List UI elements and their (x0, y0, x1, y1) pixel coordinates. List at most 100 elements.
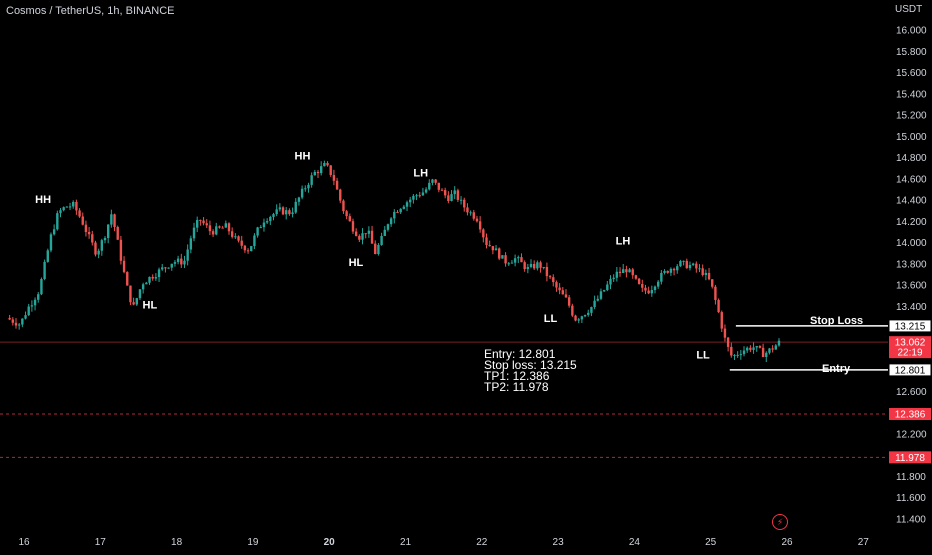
candle-body (97, 250, 100, 255)
x-tick-label: 16 (18, 537, 30, 548)
y-tick-label: 15.600 (896, 68, 927, 79)
candle-body (364, 233, 367, 235)
candle-body (491, 246, 495, 251)
lightning-bolt-icon[interactable]: ⚡ (772, 514, 788, 530)
target-price-tag-tp2-bg (889, 451, 931, 464)
candle-body (755, 346, 758, 348)
candle-body (688, 264, 692, 269)
candle-body (698, 268, 701, 270)
candle-body (386, 224, 390, 230)
countdown-tag: 22:19 (897, 348, 922, 359)
time-axis[interactable]: 16 17 18 19 20 21 22 23 24 25 26 27 (18, 537, 869, 548)
candle-body (100, 240, 104, 251)
candle-body (622, 269, 625, 273)
candle-body (672, 268, 676, 271)
y-tick-label: 13.800 (896, 259, 927, 270)
candle-body (641, 284, 644, 288)
candle-body (27, 306, 30, 316)
candle-body (393, 211, 396, 219)
pattern-label-hh: HH (35, 194, 51, 206)
x-tick-label: 18 (171, 537, 183, 548)
candle-body (459, 199, 463, 201)
candle-body (110, 214, 113, 225)
candle-body (717, 299, 720, 313)
candle-body (536, 262, 539, 269)
candle-body (676, 266, 679, 271)
candle-body (707, 272, 711, 280)
candle-body (154, 277, 158, 279)
candle-body (113, 214, 116, 228)
candle-body (342, 200, 345, 212)
candle-body (24, 315, 27, 319)
candle-body (679, 261, 682, 267)
candle-body (415, 195, 418, 197)
candle-body (380, 235, 383, 245)
candle-body (46, 250, 49, 262)
y-tick-label: 11.400 (896, 514, 926, 525)
candle-body (752, 347, 755, 350)
candle-body (288, 210, 291, 215)
candle-body (138, 289, 142, 299)
candle-body (262, 222, 266, 228)
candle-body (777, 340, 781, 346)
y-tick-label: 12.600 (896, 387, 927, 398)
note-tp2: TP2: 11.978 (484, 380, 549, 394)
y-tick-label: 12.200 (896, 429, 927, 440)
candle-body (256, 227, 259, 236)
candle-body (75, 201, 78, 211)
candle-body (695, 263, 698, 269)
candle-body (208, 225, 212, 232)
candle-body (466, 207, 469, 213)
candle-body (126, 272, 129, 286)
candle-body (234, 236, 237, 238)
candle-body (485, 237, 488, 246)
x-tick-label: 19 (247, 537, 259, 548)
candle-body (21, 318, 24, 325)
candle-body (634, 275, 638, 279)
candle-body (447, 195, 450, 201)
candle-body (453, 190, 456, 195)
y-tick-label: 14.800 (896, 153, 927, 164)
candle-body (723, 328, 727, 338)
candle-body (180, 258, 183, 265)
candle-body (135, 298, 138, 305)
candle-body (304, 188, 307, 190)
candle-body (765, 352, 768, 358)
candle-body (183, 260, 186, 265)
candle-body (192, 227, 196, 239)
symbol-title[interactable]: Cosmos / TetherUS, 1h, BINANCE (6, 5, 175, 17)
candle-body (33, 299, 37, 306)
candle-body (507, 263, 510, 265)
pattern-label-hl: HL (143, 299, 158, 311)
x-tick-label: 24 (629, 537, 641, 548)
candle-body (297, 197, 301, 202)
x-tick-label: 23 (553, 537, 565, 548)
candle-body (558, 287, 561, 291)
candle-body (285, 210, 288, 215)
x-tick-label: 17 (95, 537, 107, 548)
note-stop-loss: Stop loss: 13.215 (484, 358, 577, 372)
candle-body (237, 236, 240, 241)
candle-body (339, 189, 342, 201)
candle-body (602, 290, 606, 292)
current-price-tag: 13.062 (895, 338, 926, 349)
candle-body (612, 277, 615, 279)
candle-body (711, 279, 714, 287)
x-tick-label: 21 (400, 537, 412, 548)
stop-loss-label: Stop Loss (810, 315, 863, 327)
candle-body (145, 282, 148, 285)
candle-body (596, 298, 599, 301)
candle-body (148, 276, 151, 283)
candle-body (701, 268, 704, 276)
candle-body (587, 312, 590, 315)
pattern-label-lh: LH (616, 236, 631, 248)
candle-body (498, 248, 501, 259)
price-axis[interactable]: 16.000 15.800 15.600 15.400 15.200 15.000 14.8… (896, 26, 927, 526)
candle-body (730, 346, 733, 356)
y-tick-label: 15.200 (896, 111, 927, 122)
candle-body (370, 230, 374, 244)
candle-body (186, 249, 189, 261)
